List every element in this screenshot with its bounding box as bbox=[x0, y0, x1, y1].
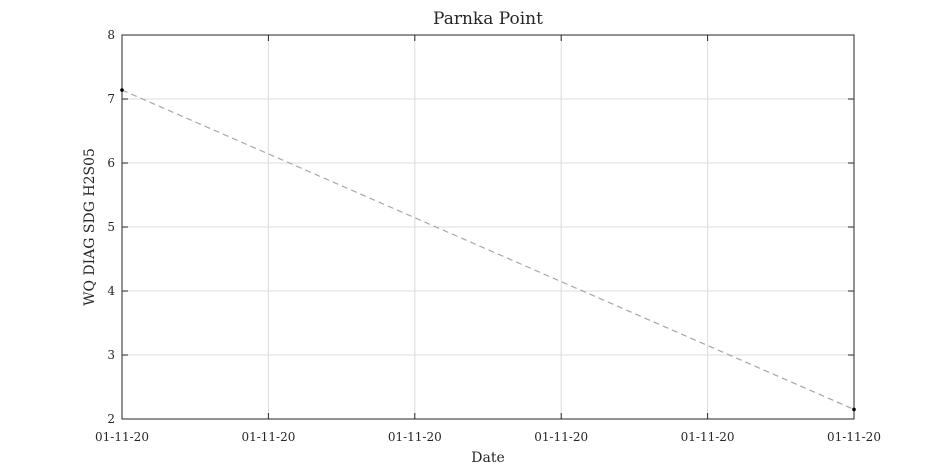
axis-ticks: 2 3 4 5 6 7 8 01-11-20 01-11-20 01-11-20 01-11-20 0… bbox=[95, 28, 881, 444]
x-tick-label: 01-11-20 bbox=[95, 430, 149, 444]
x-tick-label: 01-11-20 bbox=[534, 430, 588, 444]
x-tick-label: 01-11-20 bbox=[241, 430, 295, 444]
grid-lines bbox=[122, 35, 854, 419]
y-tick-label: 6 bbox=[107, 156, 115, 170]
x-tick-label: 01-11-20 bbox=[388, 430, 442, 444]
series-layer bbox=[120, 88, 856, 412]
data-point bbox=[852, 407, 856, 412]
data-point bbox=[120, 88, 124, 92]
y-tick-label: 2 bbox=[107, 412, 115, 426]
y-tick-label: 3 bbox=[107, 348, 115, 362]
y-axis-label: WQ DIAG SDG H2S05 bbox=[82, 148, 98, 306]
x-axis-label: Date bbox=[471, 450, 504, 466]
y-tick-label: 8 bbox=[107, 28, 115, 42]
x-tick-label: 01-11-20 bbox=[681, 430, 735, 444]
y-tick-label: 7 bbox=[107, 92, 115, 106]
chart-title: Parnka Point bbox=[433, 9, 543, 29]
y-tick-label: 4 bbox=[107, 284, 115, 298]
y-tick-label: 5 bbox=[107, 220, 115, 234]
series-line bbox=[121, 89, 855, 410]
x-tick-label: 01-11-20 bbox=[827, 430, 881, 444]
